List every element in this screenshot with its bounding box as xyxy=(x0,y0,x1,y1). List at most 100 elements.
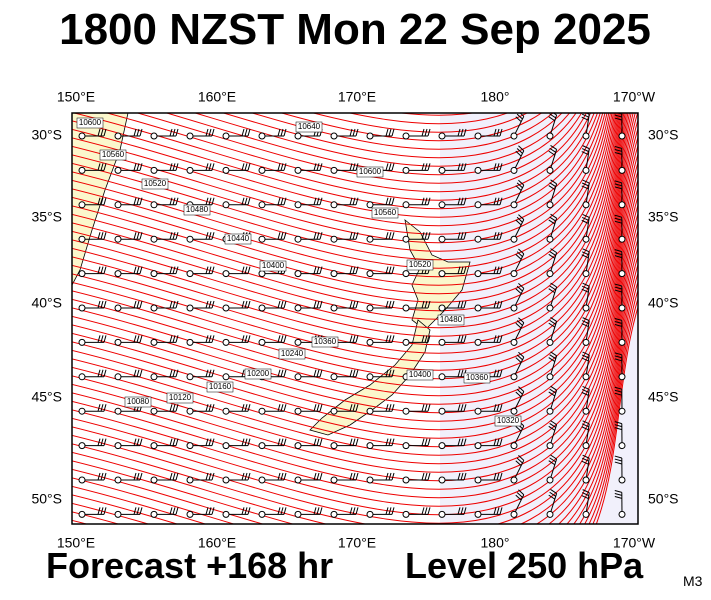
barb xyxy=(355,197,359,205)
station xyxy=(78,472,107,484)
barb xyxy=(175,507,179,515)
station-circle xyxy=(258,338,266,346)
barb xyxy=(548,185,556,190)
contour-label-box xyxy=(295,121,323,133)
barb xyxy=(424,163,428,171)
station xyxy=(330,300,359,312)
barb xyxy=(349,128,353,137)
station-circle xyxy=(78,304,86,312)
barb-shaft xyxy=(585,423,590,443)
station xyxy=(474,472,503,484)
contour-line xyxy=(72,143,638,465)
barb xyxy=(277,438,281,446)
station-circle xyxy=(78,201,86,209)
station-circle xyxy=(114,510,122,518)
barb xyxy=(515,253,522,260)
station-circle xyxy=(366,476,374,484)
station-circle xyxy=(78,442,86,450)
barb xyxy=(614,358,622,362)
station-circle xyxy=(438,304,446,312)
station xyxy=(581,282,590,312)
barb xyxy=(496,197,500,205)
barb xyxy=(136,507,140,515)
station xyxy=(366,335,395,346)
barb xyxy=(175,300,179,309)
barb xyxy=(208,163,212,171)
barb xyxy=(169,369,173,377)
station-circle xyxy=(510,235,518,243)
barb-shaft xyxy=(585,148,590,168)
station xyxy=(294,404,323,415)
barb xyxy=(352,438,356,446)
station-circle xyxy=(582,373,590,381)
contour-line xyxy=(72,211,638,524)
barb xyxy=(581,148,590,153)
station-circle xyxy=(510,338,518,346)
station xyxy=(330,128,359,140)
barb xyxy=(581,323,589,328)
barb xyxy=(103,128,107,137)
station-circle xyxy=(258,407,266,415)
contour-label: 10360 xyxy=(466,373,489,382)
barb xyxy=(496,266,500,274)
barb xyxy=(211,472,215,481)
barb xyxy=(205,197,209,205)
barb xyxy=(549,423,556,428)
barb xyxy=(100,507,104,515)
barb xyxy=(463,197,467,205)
barb xyxy=(463,507,467,515)
station-circle xyxy=(78,132,86,140)
barb xyxy=(614,492,622,496)
barb xyxy=(421,232,425,240)
station xyxy=(150,369,179,381)
barb xyxy=(499,266,503,274)
barb xyxy=(241,128,245,137)
barb xyxy=(352,300,356,309)
contour-line xyxy=(72,113,632,405)
barb-shaft xyxy=(514,356,525,375)
barb xyxy=(515,116,522,123)
station xyxy=(581,248,590,278)
barb xyxy=(516,320,523,326)
barb xyxy=(463,266,467,274)
contour-label-box xyxy=(494,415,522,427)
barb xyxy=(316,404,320,412)
barb xyxy=(614,495,622,499)
south-island xyxy=(309,319,431,436)
barb xyxy=(614,386,622,390)
barb xyxy=(97,266,101,274)
barb xyxy=(496,335,500,343)
station xyxy=(222,507,251,518)
station xyxy=(474,300,503,312)
contour-labels: 10600 10560 10520 10480 10440 10400 10640 10600… xyxy=(76,117,522,427)
station-circle xyxy=(114,338,122,346)
barb xyxy=(208,404,212,412)
station xyxy=(510,351,525,381)
barb xyxy=(280,128,284,137)
barb xyxy=(205,128,209,137)
station xyxy=(294,438,323,450)
barb xyxy=(582,145,590,150)
barb xyxy=(385,472,389,481)
station xyxy=(546,144,558,174)
station-circle xyxy=(438,510,446,518)
barb xyxy=(427,404,431,412)
barb xyxy=(385,197,389,205)
barb xyxy=(391,128,395,137)
barb xyxy=(355,128,359,137)
station xyxy=(581,179,590,209)
station xyxy=(546,385,558,415)
barb xyxy=(349,404,353,412)
barb xyxy=(581,185,589,190)
lon-label: 160°E xyxy=(198,535,236,551)
contour-line xyxy=(72,113,617,303)
barb xyxy=(211,369,215,377)
station-circle xyxy=(366,132,374,140)
station xyxy=(150,507,179,518)
contour-label: 10400 xyxy=(409,370,432,379)
barb xyxy=(169,438,173,446)
station xyxy=(294,232,323,243)
barb xyxy=(352,404,356,412)
barb-shaft xyxy=(514,391,525,409)
station-circle xyxy=(150,304,158,312)
